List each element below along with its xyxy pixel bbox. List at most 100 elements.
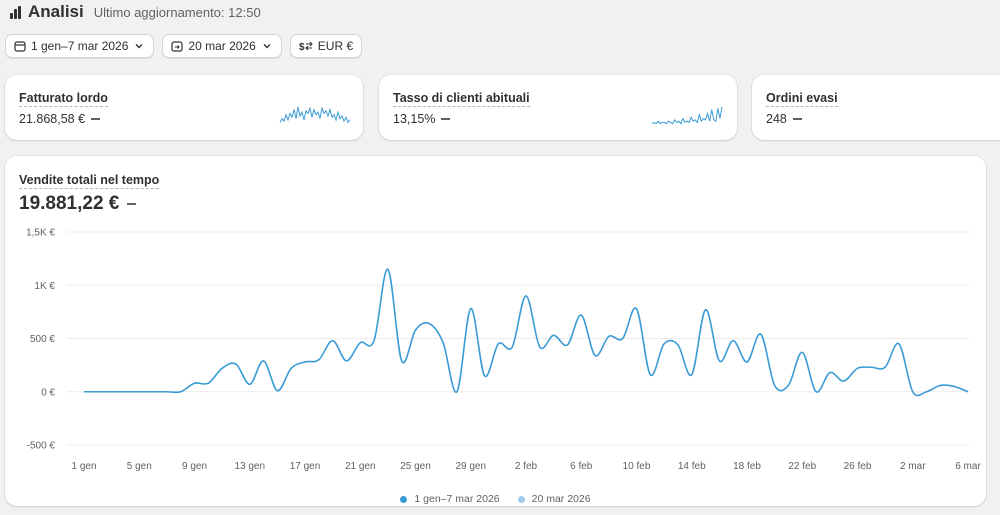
data-point[interactable]	[204, 379, 212, 387]
sales-line-chart[interactable]: 1,5K € 1K € 500 € 0 € -500 € 1 gen 5 gen 9 gen 1…	[5, 156, 986, 486]
data-point[interactable]	[619, 335, 627, 343]
data-point[interactable]	[605, 332, 613, 340]
x-tick-label: 10 feb	[623, 461, 651, 472]
chevron-down-icon	[135, 44, 143, 49]
data-point[interactable]	[522, 292, 530, 300]
sparkline-path	[651, 106, 723, 125]
currency-selector[interactable]: $ EUR €	[289, 34, 363, 58]
data-point[interactable]	[384, 265, 392, 273]
metric-value: 13,15%	[393, 112, 451, 126]
metric-card-returning-customer-rate[interactable]: Tasso di clienti abituali 13,15%	[379, 75, 737, 140]
data-point[interactable]	[80, 388, 88, 396]
chart-legend: 1 gen–7 mar 2026 20 mar 2026	[5, 493, 986, 505]
data-point[interactable]	[660, 340, 668, 348]
data-point[interactable]	[481, 372, 489, 380]
data-point[interactable]	[163, 388, 171, 396]
data-point[interactable]	[301, 358, 309, 366]
page-header: Analisi Ultimo aggiornamento: 12:50	[10, 0, 261, 24]
data-point[interactable]	[757, 330, 765, 338]
data-point[interactable]	[854, 364, 862, 372]
data-point[interactable]	[494, 340, 502, 348]
data-point[interactable]	[356, 339, 364, 347]
x-tick-label: 2 feb	[515, 461, 538, 472]
data-point[interactable]	[881, 363, 889, 371]
x-tick-label: 5 gen	[127, 461, 152, 472]
x-tick-label: 14 feb	[678, 461, 706, 472]
data-point[interactable]	[218, 364, 226, 372]
legend-dot-primary	[400, 495, 408, 503]
data-point[interactable]	[909, 388, 917, 396]
date-range-label: 1 gen–7 mar 2026	[31, 39, 129, 53]
data-point[interactable]	[149, 388, 157, 396]
x-tick-label: 1 gen	[71, 461, 96, 472]
data-point[interactable]	[964, 388, 972, 396]
data-point[interactable]	[702, 306, 710, 314]
metric-card-fulfilled-orders[interactable]: Ordini evasi 248	[752, 75, 1000, 140]
data-point[interactable]	[287, 364, 295, 372]
data-point[interactable]	[577, 311, 585, 319]
data-point[interactable]	[177, 388, 185, 396]
data-point[interactable]	[315, 356, 323, 364]
data-point[interactable]	[674, 341, 682, 349]
data-point[interactable]	[812, 388, 820, 396]
data-point[interactable]	[108, 388, 116, 396]
data-point[interactable]	[840, 377, 848, 385]
x-tick-label: 6 feb	[570, 461, 593, 472]
x-tick-label: 26 feb	[844, 461, 872, 472]
data-point[interactable]	[94, 388, 102, 396]
legend-item-comparison[interactable]: 20 mar 2026	[517, 493, 591, 505]
data-point[interactable]	[771, 381, 779, 389]
data-point[interactable]	[550, 331, 558, 339]
last-updated-text: Ultimo aggiornamento: 12:50	[93, 4, 261, 20]
chevron-down-icon	[263, 44, 271, 49]
data-point[interactable]	[260, 357, 268, 365]
data-point[interactable]	[467, 305, 475, 313]
compare-date-picker[interactable]: 20 mar 2026	[162, 34, 282, 58]
x-tick-label: 29 gen	[455, 461, 486, 472]
x-tick-label: 17 gen	[290, 461, 321, 472]
data-point[interactable]	[342, 357, 350, 365]
metric-title: Ordini evasi	[766, 91, 838, 107]
data-point[interactable]	[439, 339, 447, 347]
currency-exchange-icon: $	[299, 41, 313, 52]
legend-item-primary[interactable]: 1 gen–7 mar 2026	[400, 493, 500, 505]
no-change-dash	[127, 203, 137, 205]
data-point[interactable]	[135, 388, 143, 396]
data-point[interactable]	[729, 337, 737, 345]
date-range-picker[interactable]: 1 gen–7 mar 2026	[5, 34, 155, 58]
series-line-primary[interactable]	[83, 268, 969, 397]
data-point[interactable]	[688, 371, 696, 379]
chart-title[interactable]: Vendite totali nel tempo	[19, 173, 160, 189]
data-point[interactable]	[743, 358, 751, 366]
data-point[interactable]	[246, 380, 254, 388]
data-point[interactable]	[273, 387, 281, 395]
data-point[interactable]	[923, 388, 931, 396]
data-point[interactable]	[867, 363, 875, 371]
data-point[interactable]	[633, 305, 641, 313]
data-point[interactable]	[412, 326, 420, 334]
data-point[interactable]	[784, 381, 792, 389]
data-point[interactable]	[950, 382, 958, 390]
data-point[interactable]	[591, 352, 599, 360]
data-point[interactable]	[715, 357, 723, 365]
data-point[interactable]	[425, 320, 433, 328]
metric-card-gross-sales[interactable]: Fatturato lordo 21.868,58 €	[5, 75, 363, 140]
data-point[interactable]	[191, 379, 199, 387]
filter-bar: 1 gen–7 mar 2026 20 mar 2026 $ EUR €	[5, 34, 363, 58]
data-point[interactable]	[508, 343, 516, 351]
data-point[interactable]	[329, 337, 337, 345]
data-point[interactable]	[646, 371, 654, 379]
data-point[interactable]	[232, 360, 240, 368]
data-point[interactable]	[895, 340, 903, 348]
data-point[interactable]	[936, 381, 944, 389]
data-point[interactable]	[563, 341, 571, 349]
data-point[interactable]	[121, 388, 129, 396]
data-point[interactable]	[826, 369, 834, 377]
y-tick-label: 0 €	[41, 387, 55, 398]
data-point[interactable]	[398, 357, 406, 365]
data-point[interactable]	[370, 337, 378, 345]
x-tick-label: 13 gen	[234, 461, 265, 472]
data-point[interactable]	[453, 388, 461, 396]
data-point[interactable]	[798, 348, 806, 356]
data-point[interactable]	[536, 343, 544, 351]
